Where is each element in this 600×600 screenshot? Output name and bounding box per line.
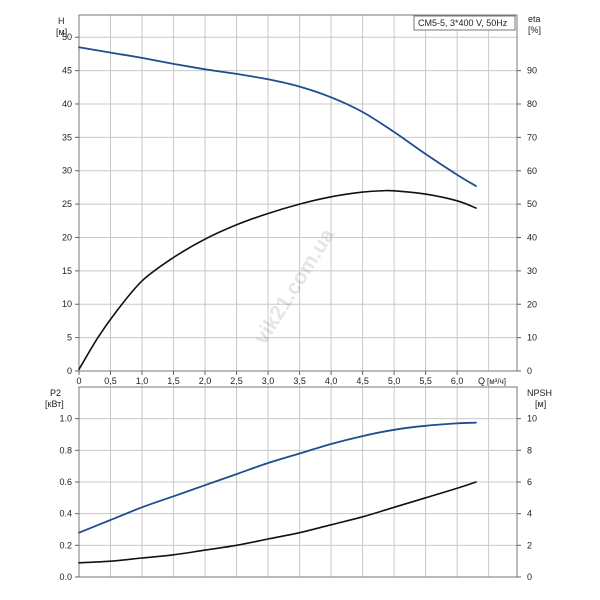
top-right-tick-label: 40 (527, 233, 537, 243)
top-x-tick-label: 4,0 (325, 376, 338, 386)
top-left-tick-label: 15 (62, 266, 72, 276)
top-right-tick-label: 10 (527, 333, 537, 343)
top-series-0-line (78, 46, 477, 187)
top-right-tick-label: 60 (527, 166, 537, 176)
top-x-tick-label: 4,5 (356, 376, 369, 386)
bottom-series-0-line (78, 421, 477, 534)
bottom-left-tick-label: 0.2 (59, 540, 72, 550)
legend-box (413, 15, 516, 31)
bottom-left-tick-label: 1.0 (59, 414, 72, 424)
bottom-right-tick-label: 0 (527, 572, 532, 582)
top-x-tick-label: 2,0 (199, 376, 212, 386)
x-axis-label: Q (478, 376, 485, 386)
bottom-series-1-line (78, 481, 477, 564)
right-axis-unit: [%] (528, 25, 541, 35)
bottom-right-tick-label: 6 (527, 477, 532, 487)
top-series-1-line (78, 189, 477, 371)
bottom-right-tick-label: 10 (527, 414, 537, 424)
chart-title: CM5-5, 3*400 V, 50Hz (418, 18, 508, 28)
top-right-tick-label: 70 (527, 132, 537, 142)
top-right-tick-label: 0 (527, 366, 532, 376)
top-x-tick-label: 5,5 (419, 376, 432, 386)
top-left-tick-label: 40 (62, 99, 72, 109)
bottom-right-tick-label: 8 (527, 445, 532, 455)
top-right-tick-label: 80 (527, 99, 537, 109)
top-x-tick-label: 6,0 (451, 376, 464, 386)
bottom-left-tick-label: 0.4 (59, 509, 72, 519)
bottom-left-tick-label: 0.0 (59, 572, 72, 582)
top-left-tick-label: 50 (62, 32, 72, 42)
right-axis-label: eta (528, 14, 541, 24)
left-axis-unit: [м] (56, 27, 67, 37)
bottom-left-axis-unit: [кВт] (45, 399, 64, 409)
top-x-tick-label: 2,5 (230, 376, 243, 386)
top-plot-frame (78, 14, 518, 372)
bottom-left-tick-label: 0.6 (59, 477, 72, 487)
top-x-tick-label: 3,5 (293, 376, 306, 386)
x-axis-unit: [м³/ч] (487, 377, 506, 386)
top-left-tick-label: 5 (67, 333, 72, 343)
watermark: vik21.com.ua (250, 224, 340, 348)
top-x-tick-label: 1,5 (167, 376, 180, 386)
bottom-right-axis-unit: [м] (535, 399, 546, 409)
top-x-tick-label: 0,5 (104, 376, 117, 386)
top-left-tick-label: 45 (62, 66, 72, 76)
top-left-tick-label: 25 (62, 199, 72, 209)
top-right-tick-label: 30 (527, 266, 537, 276)
top-left-tick-label: 35 (62, 132, 72, 142)
top-left-tick-label: 0 (67, 366, 72, 376)
bottom-right-axis-label: NPSH (527, 388, 552, 398)
top-left-tick-label: 20 (62, 232, 72, 242)
bottom-left-axis-label: P2 (50, 388, 61, 398)
bottom-left-tick-label: 0.8 (59, 445, 72, 455)
top-right-tick-label: 50 (527, 199, 537, 209)
top-right-tick-label: 20 (527, 299, 537, 309)
top-x-tick-label: 1,0 (136, 376, 149, 386)
top-left-tick-label: 30 (62, 166, 72, 176)
bottom-right-tick-label: 2 (527, 540, 532, 550)
left-axis-label: H (58, 16, 65, 26)
top-x-tick-label: 3,0 (262, 376, 275, 386)
top-left-tick-label: 10 (62, 299, 72, 309)
top-x-tick-label: 0 (76, 376, 81, 386)
top-right-tick-label: 90 (527, 66, 537, 76)
bottom-right-tick-label: 4 (527, 509, 532, 519)
top-x-tick-label: 5,0 (388, 376, 401, 386)
